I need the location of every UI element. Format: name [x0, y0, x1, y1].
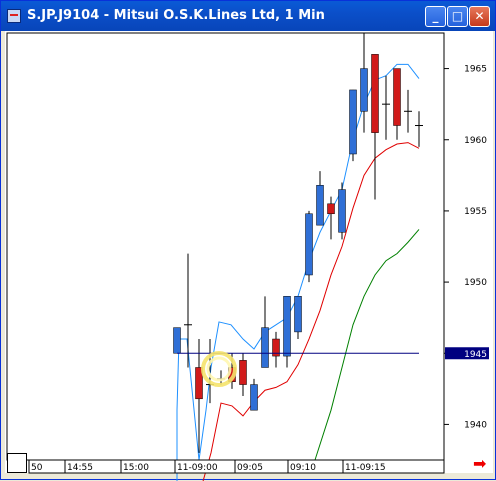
- candle: [184, 253, 192, 368]
- candle-body: [316, 185, 324, 226]
- chart-app-icon: [7, 9, 21, 23]
- candle-body: [272, 338, 280, 357]
- y-tick-label: 1950: [464, 278, 487, 288]
- x-tick-label: 15:00: [123, 463, 149, 473]
- candle: [371, 54, 379, 200]
- y-tick-label: 1965: [464, 65, 487, 75]
- candle-body: [283, 296, 291, 357]
- candle-body: [261, 327, 269, 368]
- candle-body: [360, 68, 368, 112]
- candle-body: [250, 384, 258, 411]
- window-title: S.JP.J9104 - Mitsui O.S.K.Lines Ltd, 1 M…: [27, 8, 325, 23]
- candle: [415, 111, 423, 147]
- close-button[interactable]: ✕: [469, 6, 490, 27]
- x-tick-label: 14:55: [67, 463, 93, 473]
- candle: [338, 182, 346, 240]
- candle-body: [239, 360, 247, 385]
- y-tick-label: 1960: [464, 136, 487, 146]
- maximize-button[interactable]: □: [447, 6, 468, 27]
- candle-body: [173, 327, 181, 354]
- x-tick-label: 09:05: [237, 463, 263, 473]
- candle-body: [294, 296, 302, 333]
- corner-box[interactable]: [7, 453, 27, 473]
- candle: [404, 89, 412, 133]
- candle: [272, 331, 280, 368]
- candle-body: [349, 89, 357, 155]
- candle-body: [327, 203, 335, 215]
- cursor-highlight: [201, 351, 237, 387]
- y-axis-ticks: [444, 68, 449, 425]
- plot-area[interactable]: [6, 32, 445, 461]
- candle: [250, 378, 258, 411]
- candle-body: [338, 189, 346, 233]
- x-tick-label: 11-09:15: [345, 463, 386, 473]
- candle: [261, 296, 269, 368]
- candle: [360, 33, 368, 133]
- ma-slow-line: [314, 229, 420, 461]
- x-tick-label: 11-09:00: [177, 463, 218, 473]
- candle-body: [393, 68, 401, 126]
- candle-body: [195, 367, 203, 400]
- scroll-right-arrow-icon[interactable]: ➡: [473, 454, 487, 473]
- candle: [316, 171, 324, 226]
- x-tick-label: 09:10: [290, 463, 316, 473]
- candle: [393, 68, 401, 140]
- candle: [283, 296, 291, 368]
- candle-body: [371, 54, 379, 133]
- candle: [294, 296, 302, 340]
- ma-mid-line: [202, 142, 420, 481]
- y-tick-label: 1955: [464, 207, 487, 217]
- candle: [305, 210, 313, 283]
- candle: [173, 327, 181, 354]
- minimize-button[interactable]: _: [425, 6, 446, 27]
- candle: [382, 75, 390, 140]
- candle-body: [305, 213, 313, 276]
- title-bar[interactable]: S.JP.J9104 - Mitsui O.S.K.Lines Ltd, 1 M…: [1, 1, 495, 31]
- last-price-tag: 1945: [464, 350, 487, 360]
- y-tick-label: 1940: [464, 420, 487, 430]
- candle: [327, 196, 335, 240]
- x-tick-label: 50: [31, 463, 43, 473]
- candle: [239, 353, 247, 396]
- last-price-tag-bg: [445, 347, 489, 360]
- candle: [195, 339, 203, 453]
- candle: [349, 89, 357, 162]
